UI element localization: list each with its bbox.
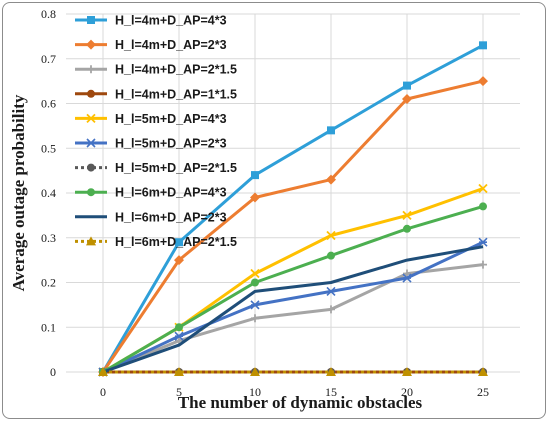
marker-x bbox=[86, 113, 96, 124]
series-line bbox=[102, 204, 484, 374]
marker-square bbox=[175, 238, 183, 247]
marker-diamond bbox=[402, 94, 412, 105]
y-tick-label: 0 bbox=[50, 365, 56, 379]
legend-entry: H_l=5m+D_AP=4*3 bbox=[75, 112, 227, 126]
marker-triangle bbox=[402, 367, 412, 376]
y-axis-title: Average outage probability bbox=[9, 94, 28, 291]
x-tick-label: 10 bbox=[249, 385, 261, 399]
marker-triangle bbox=[86, 236, 96, 246]
marker-triangle bbox=[174, 367, 184, 376]
x-tick-label: 25 bbox=[477, 385, 489, 399]
series-2 bbox=[98, 76, 488, 377]
series-6 bbox=[98, 237, 488, 377]
marker-circle bbox=[479, 202, 487, 211]
series-line bbox=[102, 240, 484, 374]
legend-entry: H_l=4m+D_AP=2*1.5 bbox=[75, 63, 237, 77]
legend-label: H_l=6m+D_AP=4*3 bbox=[115, 186, 227, 200]
legend: H_l=4m+D_AP=4*3 H_l=4m+D_AP=2*3 H_l=4m+D_A… bbox=[75, 14, 237, 249]
marker-x bbox=[250, 268, 260, 279]
marker-square bbox=[479, 41, 487, 50]
y-tick-label: 0.4 bbox=[41, 186, 56, 200]
marker-diamond bbox=[86, 39, 96, 50]
legend-label: H_l=4m+D_AP=2*3 bbox=[115, 38, 227, 52]
marker-diamond bbox=[250, 192, 260, 203]
series-line bbox=[101, 43, 484, 373]
series-line bbox=[101, 79, 484, 373]
legend-entry: H_l=4m+D_AP=4*3 bbox=[75, 14, 227, 28]
marker-star bbox=[478, 237, 488, 247]
marker-circle bbox=[251, 278, 259, 287]
marker-plus bbox=[251, 314, 259, 323]
x-axis-ticks: 0 5 10 15 20 25 bbox=[100, 385, 489, 399]
y-tick-label: 0.8 bbox=[41, 7, 56, 21]
legend-entry: H_l=5m+D_AP=2*1.5 bbox=[75, 161, 237, 175]
x-tick-label: 15 bbox=[325, 385, 337, 399]
y-tick-label: 0.5 bbox=[41, 141, 56, 155]
marker-diamond bbox=[326, 174, 336, 185]
y-axis-ticks: 0 0.1 0.2 0.3 0.4 0.5 0.6 0.7 0.8 bbox=[41, 7, 56, 379]
marker-triangle bbox=[478, 367, 488, 376]
x-tick-label: 5 bbox=[176, 385, 182, 399]
marker-star bbox=[250, 300, 260, 310]
marker-diamond bbox=[174, 255, 184, 266]
marker-x bbox=[478, 183, 488, 194]
legend-entry: H_l=6m+D_AP=2*3 bbox=[75, 210, 227, 224]
marker-circle bbox=[87, 89, 95, 98]
marker-square bbox=[327, 126, 335, 135]
legend-label: H_l=4m+D_AP=2*1.5 bbox=[115, 63, 237, 77]
marker-star bbox=[174, 331, 184, 341]
y-tick-label: 0.1 bbox=[41, 320, 56, 334]
marker-circle bbox=[403, 224, 411, 233]
series-line bbox=[102, 245, 484, 374]
legend-label: H_l=5m+D_AP=4*3 bbox=[115, 112, 227, 126]
marker-circle bbox=[87, 163, 95, 172]
legend-label: H_l=6m+D_AP=2*1.5 bbox=[115, 235, 237, 249]
legend-entry: H_l=4m+D_AP=1*1.5 bbox=[75, 87, 237, 101]
x-axis-title: The number of dynamic obstacles bbox=[178, 393, 423, 412]
x-tick-label: 20 bbox=[401, 385, 413, 399]
y-tick-label: 0.3 bbox=[41, 231, 56, 245]
marker-plus bbox=[87, 65, 95, 74]
marker-circle bbox=[327, 251, 335, 260]
legend-entry: H_l=6m+D_AP=4*3 bbox=[75, 186, 227, 200]
marker-plus bbox=[403, 269, 411, 278]
series-9 bbox=[102, 245, 484, 374]
marker-triangle bbox=[98, 367, 108, 376]
marker-circle bbox=[175, 323, 183, 332]
marker-x bbox=[326, 230, 336, 241]
legend-label: H_l=6m+D_AP=2*3 bbox=[115, 210, 227, 224]
legend-label: H_l=5m+D_AP=2*3 bbox=[115, 137, 227, 151]
legend-label: H_l=4m+D_AP=4*3 bbox=[115, 14, 227, 28]
legend-entry: H_l=5m+D_AP=2*3 bbox=[75, 137, 227, 151]
marker-square bbox=[87, 16, 95, 24]
marker-square bbox=[403, 81, 411, 90]
marker-triangle bbox=[326, 367, 336, 376]
chart-frame bbox=[2, 2, 546, 419]
marker-star bbox=[402, 273, 412, 283]
marker-plus bbox=[327, 305, 335, 314]
series-line bbox=[102, 263, 484, 374]
y-tick-label: 0.7 bbox=[41, 52, 56, 66]
marker-star bbox=[86, 138, 96, 148]
legend-label: H_l=5m+D_AP=2*1.5 bbox=[115, 161, 237, 175]
marker-triangle bbox=[250, 367, 260, 376]
y-tick-label: 0.6 bbox=[41, 97, 56, 111]
legend-label: H_l=4m+D_AP=1*1.5 bbox=[115, 87, 237, 101]
legend-entry: H_l=6m+D_AP=2*1.5 bbox=[75, 235, 237, 249]
marker-square bbox=[251, 171, 259, 180]
marker-star bbox=[326, 286, 336, 297]
marker-diamond bbox=[478, 76, 488, 87]
series-group bbox=[98, 41, 488, 377]
y-tick-label: 0.2 bbox=[41, 276, 56, 290]
x-tick-label: 0 bbox=[100, 385, 106, 399]
marker-circle bbox=[87, 188, 95, 197]
marker-x bbox=[402, 210, 412, 221]
legend-entry: H_l=4m+D_AP=2*3 bbox=[75, 38, 227, 52]
marker-plus bbox=[479, 260, 487, 269]
series-10 bbox=[98, 367, 488, 376]
